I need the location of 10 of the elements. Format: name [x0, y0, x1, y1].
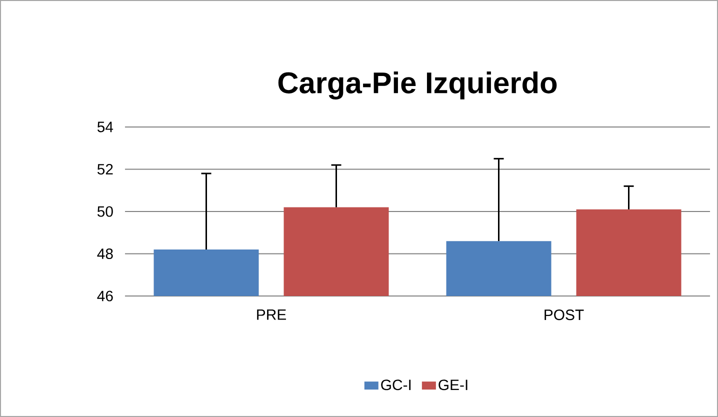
- x-tick-label: PRE: [257, 310, 286, 320]
- legend-label: GE-I: [438, 380, 468, 390]
- chart-title: Carga-Pie Izquierdo: [278, 72, 557, 100]
- legend-label: GC-I: [381, 380, 411, 390]
- y-tick-label: 50: [97, 206, 113, 217]
- x-tick-label: POST: [544, 310, 584, 320]
- y-tick-label: 52: [97, 164, 113, 175]
- y-tick-label: 54: [97, 122, 114, 132]
- y-tick-label: 48: [97, 248, 113, 260]
- y-tick-label: 46: [97, 290, 113, 302]
